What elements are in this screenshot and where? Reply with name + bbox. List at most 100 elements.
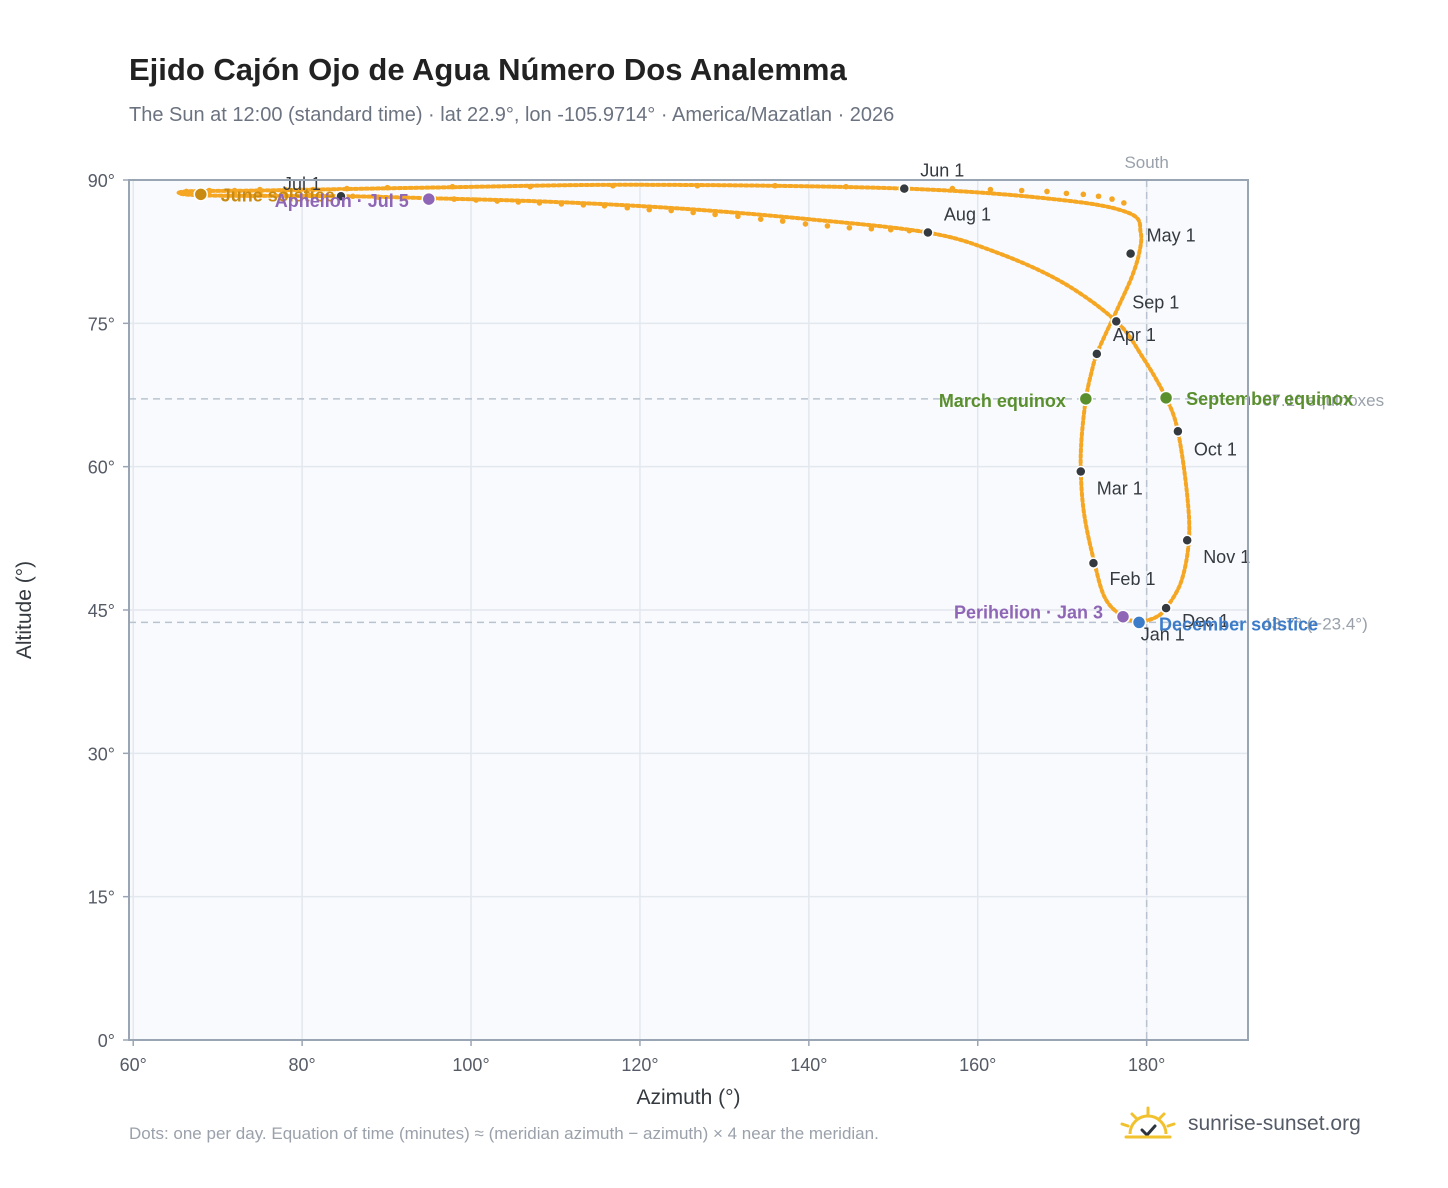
daily-dot [779,218,786,224]
daily-dot [802,221,809,227]
daily-dot [824,223,831,229]
daily-dot [690,209,696,216]
daily-dot [772,182,778,189]
daily-dot [757,216,764,222]
daily-dot [694,182,701,189]
y-tick-label: 75° [88,314,115,334]
reference-line-label: 43.7° (−23.4°) [1262,614,1368,633]
axes-layer: 60° 80° 100° 120° 140° 160° 180° 0° 15° 30° 45° 60°… [13,171,1165,1109]
daily-dot [601,203,608,209]
markers-layer [193,182,1193,630]
daily-dot [282,191,289,198]
daily-dot [949,185,956,192]
month-label: Jan 1 [1141,624,1185,644]
daily-dot [987,186,994,193]
y-tick-label: 45° [88,601,115,621]
sun-logo-icon [1120,1106,1176,1139]
reference-lines-layer: South 67.1° equinoxes 43.7° (−23.4°) [129,153,1384,1040]
daily-dots-layer [183,182,1127,234]
month-marker [1087,557,1100,569]
gridlines-layer [129,179,1248,1041]
reference-line-label: 67.1° equinoxes [1262,391,1384,410]
daily-dot [400,195,407,201]
daily-dot [1109,196,1115,202]
daily-dot [310,186,316,193]
event-marker [193,187,209,202]
daily-dot [887,226,894,233]
daily-dot [580,202,587,208]
event-label: September equinox [1186,389,1353,409]
month-label: Apr 1 [1113,325,1156,345]
x-tick-label: 80° [289,1055,316,1075]
daily-dot [494,198,501,204]
daily-dot [1121,200,1127,206]
daily-dot [1063,190,1070,197]
daily-dot [515,199,522,205]
footnote: Dots: one per day. Equation of time (min… [129,1124,879,1143]
month-label: May 1 [1147,226,1196,246]
event-label: March equinox [939,391,1066,411]
event-marker [1131,615,1147,630]
daily-dot [1018,187,1025,194]
month-label: Feb 1 [1109,569,1155,589]
event-marker [1115,609,1131,624]
x-tick-label: 120° [621,1055,658,1075]
daily-dot [307,192,314,199]
chart-title: Ejido Cajón Ojo de Agua Número Dos Anale… [129,52,847,87]
y-tick-label: 0° [98,1031,115,1051]
daily-dot [1095,193,1102,200]
month-label: Dec 1 [1182,611,1229,631]
month-label: Mar 1 [1097,478,1143,498]
brand[interactable]: sunrise-sunset.org [1118,1104,1361,1144]
daily-dot [451,196,457,202]
y-tick-label: 30° [88,744,115,764]
daily-dot [646,206,653,213]
daily-dot [1080,191,1087,198]
month-marker [1124,247,1137,260]
event-marker [421,191,437,207]
x-tick-label: 140° [790,1055,827,1075]
meridian-label: South [1124,153,1168,172]
month-label: Jun 1 [920,161,964,181]
daily-dot [473,197,479,203]
daily-dot [558,201,565,207]
month-marker [1160,602,1172,614]
daily-dot [610,182,616,189]
month-marker [1110,315,1123,328]
y-axis-label: Altitude (°) [13,561,36,659]
month-marker [898,182,911,195]
daily-dot [183,188,190,195]
event-marker [1158,390,1174,406]
daily-dot [735,213,741,220]
daily-dot [384,184,391,191]
event-label: June solstice [221,185,335,205]
y-tick-label: 15° [88,888,115,908]
daily-dot [231,189,238,196]
month-marker [1091,348,1103,360]
daily-dot [282,186,289,193]
month-marker [1181,534,1193,546]
month-marker [1172,425,1184,438]
daily-dot [527,183,533,190]
daily-dot [624,204,631,211]
month-label: Oct 1 [1194,439,1237,459]
x-tick-label: 160° [959,1055,996,1075]
daily-dot [375,194,381,200]
month-marker [335,190,347,202]
event-label: Aphelion · Jul 5 [275,191,409,211]
x-tick-label: 180° [1128,1055,1165,1075]
event-label: December solstice [1159,614,1318,634]
daily-dot [350,193,356,200]
daily-dot [536,200,543,206]
month-marker [1075,465,1087,478]
daily-dot [843,183,849,190]
daily-dot [846,224,853,231]
daily-dot [449,183,456,190]
chart-subtitle: The Sun at 12:00 (standard time) · lat 2… [129,104,895,126]
daily-dot [906,227,913,234]
month-label: Aug 1 [944,205,991,225]
daily-dot [344,185,350,192]
x-axis-label: Azimuth (°) [636,1086,740,1109]
